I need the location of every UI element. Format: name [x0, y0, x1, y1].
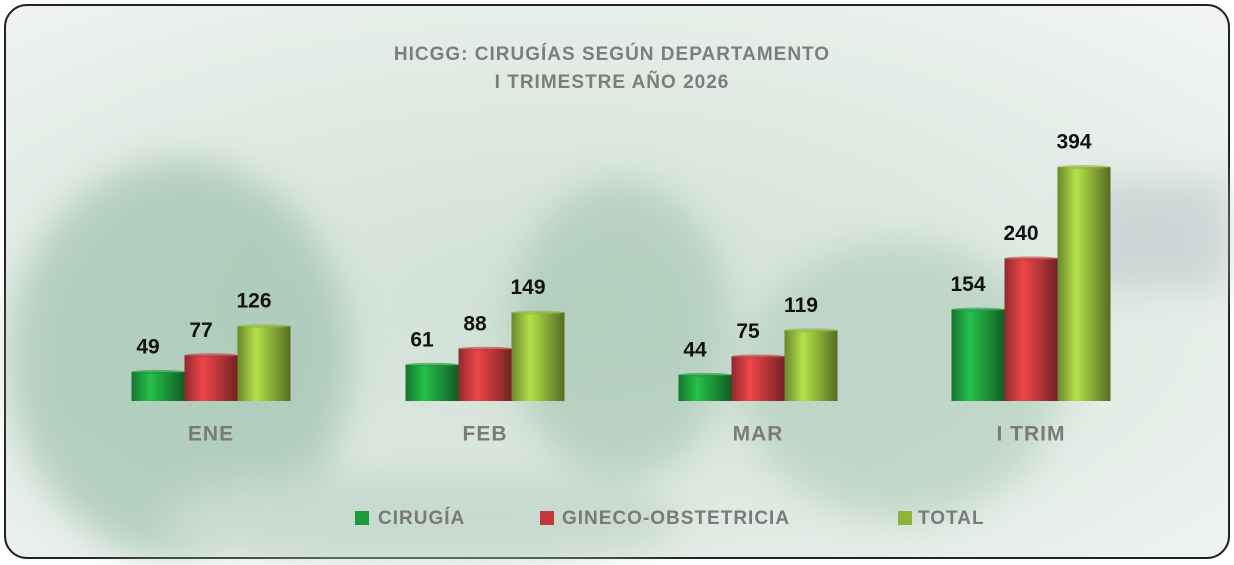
- legend-label: GINECO-OBSTETRICIA: [562, 508, 790, 529]
- x-tick-label: I TRIM: [997, 423, 1066, 446]
- bar-top: [1058, 165, 1111, 169]
- bar: [952, 310, 1005, 401]
- bar-top: [952, 308, 1005, 312]
- bar-top: [679, 373, 732, 377]
- x-tick-label: ENE: [188, 423, 234, 446]
- bar-top: [512, 311, 565, 315]
- bar: [459, 349, 512, 401]
- bar-top: [132, 370, 185, 374]
- data-label: 49: [136, 335, 159, 358]
- data-label: 394: [1056, 131, 1091, 154]
- data-label: 44: [683, 338, 707, 361]
- bar-top: [732, 354, 785, 358]
- bar-top: [459, 347, 512, 351]
- bar: [785, 330, 838, 401]
- bar: [406, 365, 459, 401]
- x-tick-label: MAR: [733, 423, 784, 446]
- chart-subtitle: I TRIMESTRE AÑO 2026: [495, 71, 730, 93]
- data-label: 240: [1003, 222, 1038, 245]
- x-tick-label: FEB: [463, 423, 508, 446]
- data-label: 119: [784, 294, 818, 317]
- data-label: 77: [189, 319, 212, 342]
- bar: [1058, 167, 1111, 401]
- bar: [1005, 258, 1058, 401]
- chart-title: HICGG: CIRUGÍAS SEGÚN DEPARTAMENTO: [394, 43, 830, 65]
- legend-label: TOTAL: [918, 508, 985, 529]
- bar-top: [785, 328, 838, 332]
- bar-top: [185, 353, 238, 357]
- data-label: 88: [463, 312, 487, 335]
- bar: [732, 356, 785, 401]
- bar-top: [406, 363, 459, 367]
- legend-swatch: [355, 511, 369, 525]
- bar: [679, 375, 732, 401]
- data-label: 126: [236, 290, 271, 313]
- legend-swatch: [540, 511, 554, 525]
- data-label: 149: [510, 276, 545, 299]
- chart: HICGG: CIRUGÍAS SEGÚN DEPARTAMENTO I TRI…: [0, 0, 1234, 565]
- legend-swatch: [898, 511, 912, 525]
- bar: [512, 313, 565, 401]
- legend-label: CIRUGÍA: [378, 507, 465, 529]
- bar: [185, 355, 238, 401]
- bar-top: [238, 324, 291, 328]
- data-label: 75: [736, 320, 760, 343]
- bar-top: [1005, 256, 1058, 260]
- data-label: 154: [950, 273, 985, 296]
- bar: [132, 372, 185, 401]
- bar: [238, 326, 291, 401]
- data-label: 61: [410, 328, 434, 351]
